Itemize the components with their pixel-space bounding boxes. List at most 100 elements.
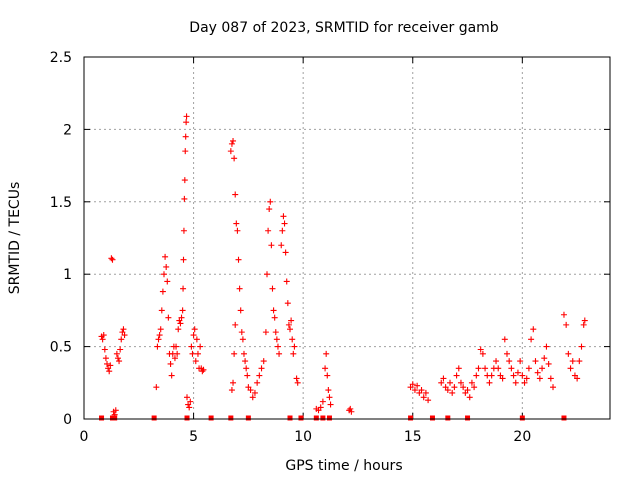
data-point xyxy=(294,379,301,386)
data-point xyxy=(240,350,247,357)
data-point xyxy=(411,387,418,394)
data-point xyxy=(227,148,234,155)
data-point xyxy=(174,350,181,357)
data-point xyxy=(580,321,587,328)
zero-point xyxy=(228,415,234,421)
data-point xyxy=(319,398,326,405)
data-point xyxy=(239,336,246,343)
data-point xyxy=(235,256,242,263)
zero-point xyxy=(298,415,304,421)
data-point xyxy=(233,220,240,227)
y-tick-label: 2.5 xyxy=(50,50,72,66)
data-point xyxy=(156,332,163,339)
data-point xyxy=(293,375,300,382)
data-point xyxy=(532,358,539,365)
data-point xyxy=(317,404,324,411)
data-point xyxy=(180,227,187,234)
data-point xyxy=(232,191,239,198)
data-point xyxy=(234,227,241,234)
data-point xyxy=(543,343,550,350)
data-point xyxy=(181,177,188,184)
data-point xyxy=(237,307,244,314)
data-point xyxy=(438,379,445,386)
data-point xyxy=(280,213,287,220)
y-tick-label: 1.5 xyxy=(50,195,72,211)
data-point xyxy=(447,379,454,386)
data-point xyxy=(192,358,199,365)
y-tick-label: 2 xyxy=(63,122,72,138)
data-point xyxy=(175,326,182,333)
y-axis-label: SRMTID / TECUs xyxy=(7,182,23,295)
data-point xyxy=(183,113,190,120)
data-point xyxy=(503,350,510,357)
y-tick-label: 0 xyxy=(63,412,72,428)
data-point xyxy=(514,369,521,376)
data-point xyxy=(282,249,289,256)
data-point xyxy=(164,278,171,285)
zero-point xyxy=(184,415,190,421)
data-point xyxy=(107,362,114,369)
data-point xyxy=(284,300,291,307)
data-point xyxy=(238,329,245,336)
data-point xyxy=(276,350,283,357)
data-point xyxy=(464,387,471,394)
data-point xyxy=(326,394,333,401)
data-point xyxy=(121,332,128,339)
data-point xyxy=(576,358,583,365)
data-point xyxy=(113,350,120,357)
data-point xyxy=(440,375,447,382)
data-point xyxy=(186,404,193,411)
data-point xyxy=(482,365,489,372)
data-point xyxy=(565,350,572,357)
data-point xyxy=(499,375,506,382)
zero-point xyxy=(465,415,471,421)
data-point xyxy=(162,253,169,260)
data-point xyxy=(182,133,189,140)
data-point xyxy=(539,365,546,372)
zero-point xyxy=(313,415,319,421)
data-point xyxy=(163,263,170,270)
zero-point xyxy=(320,415,326,421)
data-point xyxy=(114,355,121,362)
data-point xyxy=(254,379,261,386)
data-point xyxy=(99,336,106,343)
data-point xyxy=(477,346,484,353)
x-tick-label: 0 xyxy=(80,429,89,445)
x-tick-label: 20 xyxy=(513,429,531,445)
data-point xyxy=(167,360,174,367)
data-point xyxy=(228,387,235,394)
data-point xyxy=(106,368,113,375)
data-point xyxy=(101,346,108,353)
data-point xyxy=(109,256,116,263)
data-point xyxy=(324,372,331,379)
data-point xyxy=(457,379,464,386)
data-point xyxy=(550,384,557,391)
data-point xyxy=(460,384,467,391)
data-point xyxy=(281,220,288,227)
data-point xyxy=(188,343,195,350)
data-point xyxy=(271,314,278,321)
zero-point xyxy=(408,415,414,421)
data-point xyxy=(567,365,574,372)
data-point xyxy=(120,326,127,333)
data-point xyxy=(268,242,275,249)
data-point xyxy=(530,326,537,333)
data-point xyxy=(270,307,277,314)
data-point xyxy=(194,350,201,357)
data-point xyxy=(165,314,172,321)
data-point xyxy=(193,336,200,343)
zero-point xyxy=(429,415,435,421)
data-point xyxy=(541,355,548,362)
data-point xyxy=(108,255,115,262)
data-points xyxy=(98,113,588,418)
data-point xyxy=(160,271,167,278)
data-point xyxy=(187,398,194,405)
data-point xyxy=(102,355,109,362)
data-point xyxy=(547,375,554,382)
data-point xyxy=(242,358,249,365)
grid xyxy=(84,57,610,419)
data-point xyxy=(466,394,473,401)
data-point xyxy=(244,372,251,379)
data-point xyxy=(278,242,285,249)
